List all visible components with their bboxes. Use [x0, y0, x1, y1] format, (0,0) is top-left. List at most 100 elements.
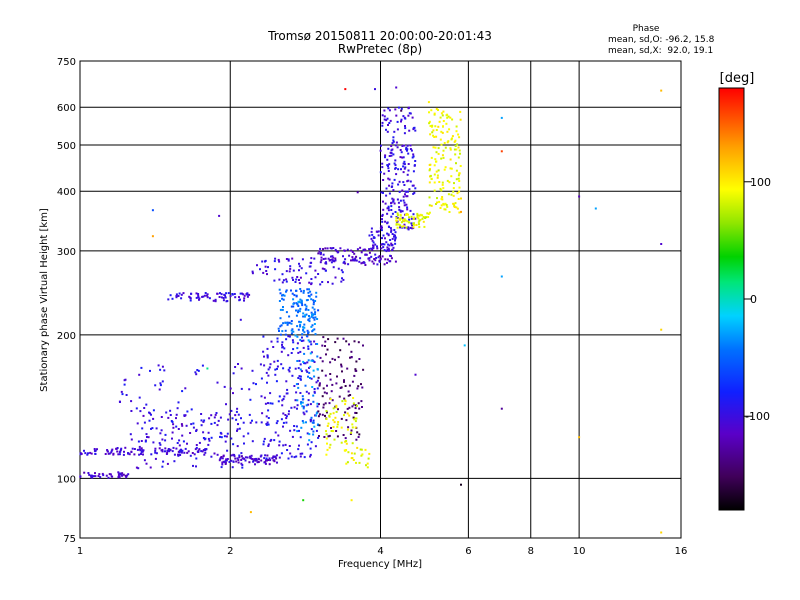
data-point — [374, 253, 377, 256]
data-point — [302, 411, 305, 414]
data-point — [324, 340, 327, 343]
data-point — [213, 421, 216, 424]
data-point — [396, 214, 399, 217]
data-point — [242, 457, 245, 460]
data-point — [84, 452, 87, 455]
data-point — [418, 214, 421, 217]
data-point — [302, 312, 305, 315]
data-point — [306, 432, 309, 435]
data-point — [129, 433, 132, 436]
data-point — [416, 214, 419, 216]
data-point — [119, 472, 121, 475]
data-point — [330, 261, 333, 264]
data-point — [295, 314, 298, 317]
data-point — [339, 387, 342, 389]
data-point — [277, 400, 280, 403]
data-point — [310, 428, 313, 431]
data-point — [290, 455, 293, 458]
data-point — [344, 262, 347, 265]
y-tick-label: 750 — [57, 57, 76, 68]
data-point — [441, 181, 444, 184]
data-point — [352, 397, 355, 399]
data-point — [436, 201, 439, 204]
data-point — [388, 122, 391, 124]
data-point — [291, 292, 294, 295]
data-point — [210, 455, 213, 458]
data-point — [355, 461, 357, 464]
data-point — [159, 382, 162, 385]
data-point — [299, 321, 302, 324]
data-point — [324, 269, 327, 272]
data-point — [210, 414, 213, 417]
data-point — [221, 461, 224, 464]
data-point — [124, 378, 127, 381]
data-point — [336, 337, 339, 340]
data-point — [243, 299, 245, 302]
data-point — [340, 269, 343, 272]
data-point — [322, 403, 325, 406]
data-point — [329, 361, 332, 364]
data-point — [335, 406, 338, 409]
data-point — [336, 425, 339, 428]
data-point — [399, 217, 402, 220]
data-point — [428, 196, 431, 199]
data-point — [117, 453, 120, 456]
data-point — [411, 116, 414, 119]
data-point — [308, 288, 310, 291]
data-point — [175, 447, 178, 450]
data-point — [443, 208, 446, 211]
data-point — [233, 293, 236, 295]
data-point — [130, 450, 133, 453]
data-point — [349, 356, 351, 359]
data-point — [291, 339, 294, 342]
data-point — [316, 402, 319, 405]
data-point — [447, 140, 450, 143]
data-point — [325, 410, 328, 413]
data-point — [323, 436, 326, 438]
data-point — [79, 453, 82, 456]
data-point — [207, 443, 210, 446]
data-point — [355, 255, 358, 258]
data-point — [207, 431, 210, 434]
data-point — [183, 451, 186, 454]
data-point — [302, 360, 305, 363]
data-point — [428, 122, 431, 125]
data-point — [227, 292, 230, 295]
data-point — [297, 367, 300, 370]
data-point — [354, 426, 357, 429]
data-point — [300, 370, 303, 373]
data-point — [124, 474, 127, 477]
data-point — [322, 258, 325, 260]
data-point — [331, 357, 334, 360]
data-point — [267, 374, 270, 377]
chart-title: Tromsø 20150811 20:00:00-20:01:43 — [267, 29, 492, 43]
data-point — [314, 445, 317, 448]
data-point — [287, 258, 290, 261]
data-point — [295, 455, 298, 458]
data-point — [405, 195, 408, 198]
data-point — [340, 363, 343, 366]
data-point — [390, 229, 393, 232]
data-point — [315, 295, 318, 298]
data-point — [452, 202, 455, 205]
data-point — [457, 198, 460, 200]
data-point — [277, 327, 280, 330]
data-point — [297, 311, 299, 314]
data-point — [399, 149, 402, 151]
data-point — [281, 308, 284, 311]
data-point — [339, 247, 342, 250]
data-point — [395, 217, 398, 220]
data-point — [458, 136, 461, 139]
data-point — [335, 404, 338, 407]
data-point — [276, 340, 279, 343]
data-point — [141, 450, 144, 453]
data-point — [325, 433, 328, 436]
data-point — [433, 189, 436, 192]
data-point — [294, 334, 297, 337]
data-point — [458, 186, 461, 189]
data-point — [269, 459, 272, 462]
data-point — [356, 248, 359, 251]
data-point — [255, 383, 257, 386]
data-point — [178, 444, 181, 447]
